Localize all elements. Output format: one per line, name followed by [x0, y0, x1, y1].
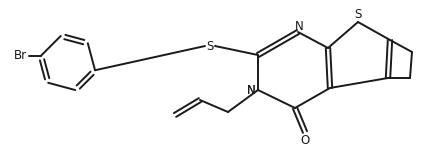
Text: N: N: [247, 84, 255, 98]
Text: O: O: [300, 134, 310, 147]
Text: N: N: [247, 84, 255, 98]
Text: S: S: [206, 39, 214, 52]
Text: N: N: [295, 20, 304, 33]
Text: S: S: [354, 9, 362, 21]
Text: Br: Br: [14, 49, 27, 62]
